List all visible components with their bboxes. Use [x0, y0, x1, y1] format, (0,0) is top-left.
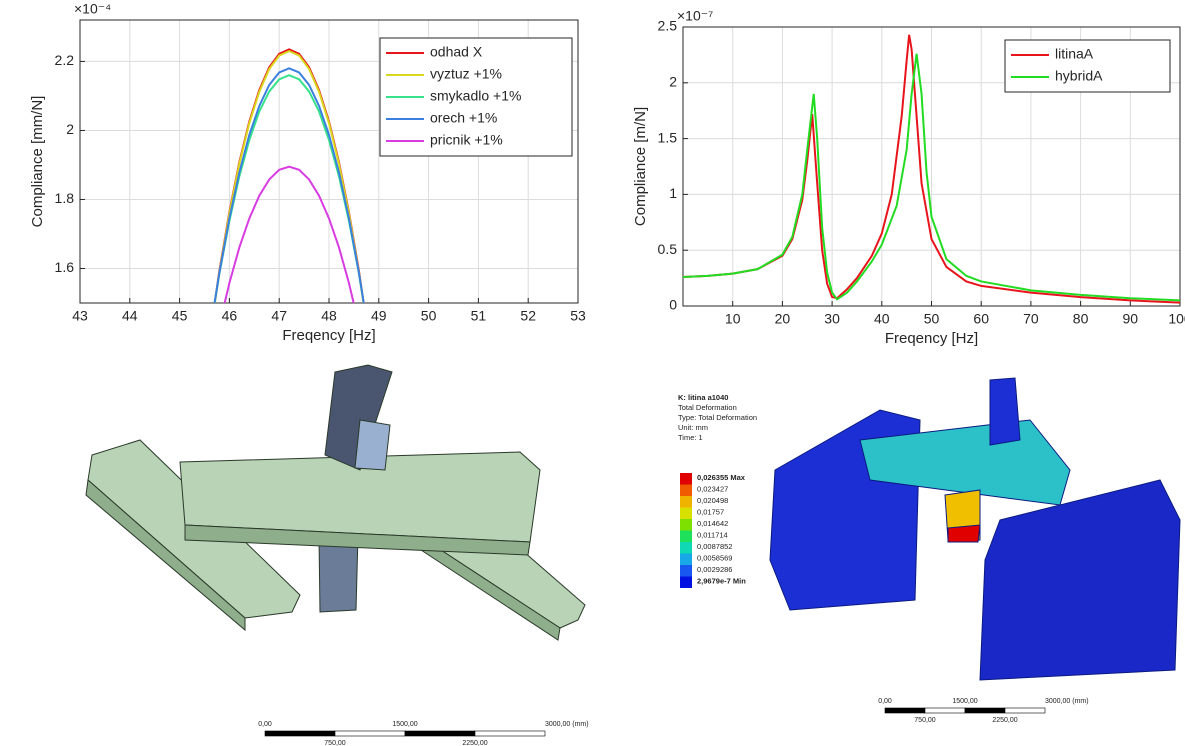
result-info: Unit: mm	[678, 423, 708, 432]
contour-swatch	[680, 565, 692, 577]
contour-swatch	[680, 530, 692, 542]
scale-segment	[404, 730, 476, 737]
contour-label: 0,0087852	[697, 542, 732, 551]
legend-label: vyztuz +1%	[430, 66, 502, 82]
scale-segment	[334, 730, 406, 737]
x-tick-label: 90	[1123, 311, 1139, 327]
legend-label: pricnik +1%	[430, 132, 503, 148]
y-multiplier: ×10⁻⁴	[74, 1, 111, 17]
y-tick-label: 1.6	[55, 259, 75, 275]
x-tick-label: 53	[570, 308, 586, 324]
x-tick-label: 50	[421, 308, 437, 324]
x-tick-label: 70	[1023, 311, 1039, 327]
x-tick-label: 10	[725, 311, 741, 327]
scale-segment	[474, 730, 546, 737]
series-line	[213, 49, 365, 303]
scale-label: 0,00	[258, 721, 272, 728]
y-tick-label: 1.8	[55, 190, 75, 206]
x-tick-label: 80	[1073, 311, 1089, 327]
x-tick-label: 30	[824, 311, 840, 327]
scale-label: 2250,00	[462, 740, 487, 746]
scale-label: 0,00	[878, 698, 892, 705]
y-tick-label: 1	[669, 185, 677, 201]
x-tick-label: 46	[222, 308, 238, 324]
legend-label: hybridA	[1055, 68, 1103, 84]
x-axis-label: Freqency [Hz]	[885, 330, 978, 347]
x-tick-label: 20	[775, 311, 791, 327]
y-tick-label: 0	[669, 297, 677, 313]
y-tick-label: 1.5	[658, 129, 678, 145]
contour-swatch	[680, 542, 692, 554]
legend-label: litinaA	[1055, 46, 1094, 62]
x-tick-label: 40	[874, 311, 890, 327]
result-info: Total Deformation	[678, 403, 737, 412]
scale-label: 750,00	[324, 740, 346, 746]
x-tick-label: 49	[371, 308, 387, 324]
result-info: Time: 1	[678, 433, 703, 442]
contour-swatch	[680, 553, 692, 565]
contour-label: 0,020498	[697, 496, 728, 505]
x-tick-label: 44	[122, 308, 138, 324]
contour-label: 0,026355 Max	[697, 473, 746, 482]
contour-swatch	[680, 507, 692, 519]
gantry-model	[85, 364, 586, 641]
contour-label: 0,014642	[697, 519, 728, 528]
contour-label: 0,0029286	[697, 565, 732, 574]
y-tick-label: 2	[669, 74, 677, 90]
scale-label: 2250,00	[992, 717, 1017, 724]
x-tick-label: 43	[72, 308, 88, 324]
x-tick-label: 50	[924, 311, 940, 327]
legend-label: orech +1%	[430, 110, 497, 126]
result-info: Type: Total Deformation	[678, 413, 757, 422]
series-line	[223, 165, 355, 303]
scale-segment	[884, 707, 926, 714]
contour-swatch	[680, 484, 692, 496]
contour-label: 0,023427	[697, 484, 728, 493]
contour-label: 0,01757	[697, 507, 724, 516]
y-tick-label: 0.5	[658, 241, 678, 257]
scale-segment	[1004, 707, 1046, 714]
x-tick-label: 100	[1168, 311, 1185, 327]
contour-label: 0,011714	[697, 530, 728, 539]
y-tick-label: 2.5	[658, 18, 678, 34]
x-tick-label: 45	[172, 308, 188, 324]
y-tick-label: 2	[66, 121, 74, 137]
scale-segment	[264, 730, 336, 737]
x-tick-label: 52	[520, 308, 536, 324]
scale-label: 3000,00 (mm)	[1045, 698, 1089, 705]
scale-segment	[924, 707, 966, 714]
legend-label: smykadlo +1%	[430, 88, 521, 104]
y-axis-label: Compliance [mm/N]	[29, 96, 46, 228]
series-line	[683, 53, 1180, 302]
deformation-model	[769, 377, 1181, 681]
series-line	[213, 67, 365, 303]
plot-frame	[79, 19, 579, 304]
scale-label: 1500,00	[392, 721, 417, 728]
scale-label: 3000,00 (mm)	[545, 721, 589, 728]
plot-frame	[682, 26, 1181, 307]
scale-label: 750,00	[914, 717, 936, 724]
contour-swatch	[680, 519, 692, 531]
x-tick-label: 48	[321, 308, 337, 324]
x-axis-label: Freqency [Hz]	[282, 327, 375, 344]
result-title: K: litina a1040	[678, 393, 728, 402]
x-tick-label: 51	[471, 308, 487, 324]
contour-label: 0,0058569	[697, 553, 732, 562]
contour-label: 2,9679e-7 Min	[697, 576, 746, 585]
contour-swatch	[680, 473, 692, 485]
legend-label: odhad X	[430, 44, 483, 60]
y-axis-label: Compliance [m/N]	[632, 107, 649, 226]
x-tick-label: 47	[271, 308, 287, 324]
scale-segment	[964, 707, 1006, 714]
scale-label: 1500,00	[952, 698, 977, 705]
contour-swatch	[680, 496, 692, 508]
contour-swatch	[680, 576, 692, 588]
legend-box	[1004, 39, 1171, 93]
y-tick-label: 2.2	[55, 52, 75, 68]
y-multiplier: ×10⁻⁷	[677, 8, 713, 24]
x-tick-label: 60	[973, 311, 989, 327]
